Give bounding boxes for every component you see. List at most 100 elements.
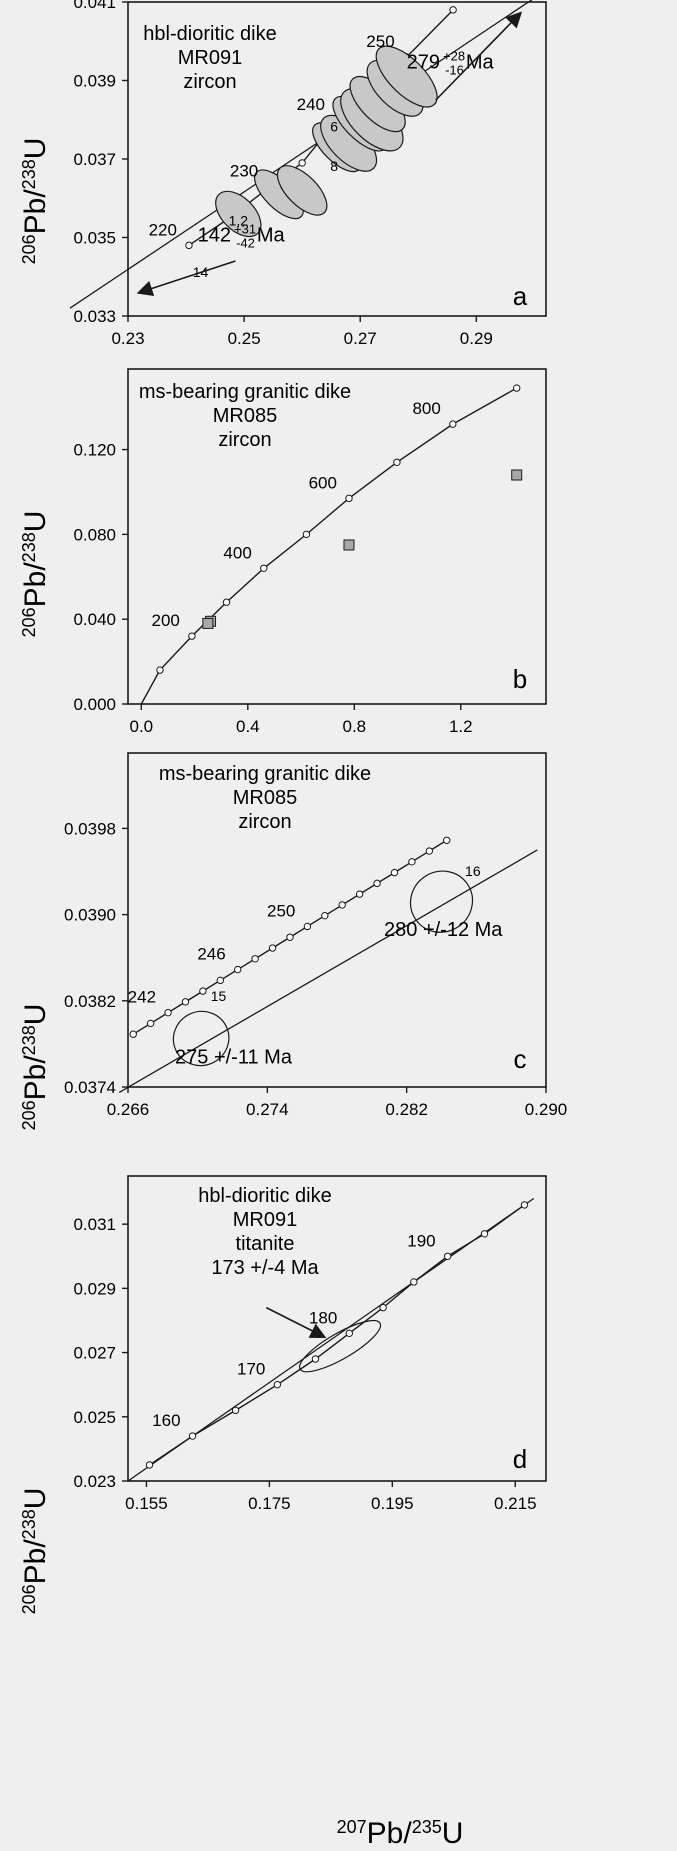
error-ellipse <box>215 190 262 238</box>
panel-b: 0.0 0.4 0.8 1.2 0.000 0.040 0.080 0.120 200 400 60… <box>73 368 547 736</box>
concordia-point <box>216 976 225 985</box>
concordia-point <box>302 530 311 539</box>
y-axis-title-c: 206Pb/238U <box>19 1004 52 1131</box>
concordia-point <box>199 987 207 995</box>
error-ellipse <box>172 1010 230 1067</box>
y-tick-label: 0.035 <box>73 229 116 248</box>
concordia-age-label: 246 <box>197 945 225 964</box>
concordia-point <box>321 911 329 920</box>
panel-letter: a <box>513 281 528 311</box>
concordia-point <box>231 1406 240 1415</box>
concordia-point <box>145 1461 154 1469</box>
panel-a: 0.23 0.25 0.27 0.29 0.033 0.035 0.037 0.039 0.04… <box>69 0 547 348</box>
y-axis-title-b: 206Pb/238U <box>19 511 52 638</box>
concordia-point <box>164 1008 172 1017</box>
x-tick-label: 0.27 <box>344 329 377 348</box>
y-tick-label: 0.029 <box>73 1279 116 1298</box>
x-tick-label: 1.2 <box>449 717 473 736</box>
concordia-point <box>268 944 277 952</box>
discordia-line <box>118 849 538 1093</box>
panel-title-line: MR091 <box>233 1209 297 1231</box>
arrow <box>265 1306 327 1338</box>
y-tick-label: 0.120 <box>73 441 116 460</box>
concordia-point <box>449 6 457 14</box>
concordia-point <box>181 998 190 1006</box>
concordia-age-label: 170 <box>237 1360 265 1379</box>
x-tick-label: 0.8 <box>342 717 366 736</box>
concordia-point <box>425 847 434 855</box>
analysis-label: 8 <box>330 158 338 174</box>
y-tick-label: 0.0398 <box>64 819 116 838</box>
analysis-label: 15 <box>211 988 227 1004</box>
concordia-point <box>251 955 259 963</box>
age-label: 142 +31 -42 Ma <box>198 221 286 250</box>
age-label: 275 +/-11 Ma <box>175 1046 293 1068</box>
age-label: 280 +/-12 Ma <box>384 919 503 941</box>
error-ellipse <box>375 45 438 108</box>
panel-letter: c <box>514 1044 527 1074</box>
y-tick-label: 0.033 <box>73 307 116 326</box>
y-tick-label: 0.025 <box>73 1408 116 1427</box>
y-tick-label: 0.040 <box>73 610 116 629</box>
age-label: 279 +28 -16 Ma <box>407 49 495 78</box>
panel-title-line: titanite <box>236 1233 295 1255</box>
concordia-point <box>234 965 242 974</box>
concordia-age-label: 242 <box>128 988 156 1007</box>
x-tick-label: 0.155 <box>125 1494 168 1513</box>
concordia-point <box>260 564 268 573</box>
concordia-point <box>520 1201 529 1209</box>
y-tick-label: 0.080 <box>73 525 116 544</box>
concordia-age-label: 160 <box>152 1411 180 1430</box>
concordia-age-label: 600 <box>309 473 337 492</box>
concordia-point <box>393 458 401 466</box>
concordia-age-label: 800 <box>412 399 440 418</box>
plot-frame <box>127 368 547 705</box>
y-tick-label: 0.037 <box>73 150 116 169</box>
error-ellipse <box>276 165 328 216</box>
plot-frame <box>127 1175 547 1482</box>
panel-d: 0.155 0.175 0.195 0.215 0.023 0.025 0.027 0.029… <box>73 1175 547 1513</box>
y-axis-title-a: 206Pb/238U <box>19 138 52 265</box>
concordia-age-label: 240 <box>297 95 325 114</box>
x-tick-label: 0.25 <box>228 329 261 348</box>
panel-title-line: MR091 <box>178 47 242 69</box>
y-tick-label: 0.0382 <box>64 992 116 1011</box>
x-tick-label: 0.195 <box>371 1494 414 1513</box>
y-tick-label: 0.039 <box>73 72 116 91</box>
concordia-point <box>379 1303 387 1312</box>
panel-title-line: MR085 <box>213 405 277 427</box>
analysis-square <box>511 469 523 481</box>
analysis-square <box>343 539 355 551</box>
y-tick-label: 0.027 <box>73 1344 116 1363</box>
analysis-label: 6 <box>330 119 338 135</box>
concordia-age-label: 180 <box>309 1308 337 1327</box>
arrow <box>136 260 236 297</box>
concordia-point <box>188 1432 197 1440</box>
concordia-point <box>443 836 451 844</box>
concordia-point <box>286 933 294 941</box>
concordia-point <box>345 1329 353 1338</box>
concordia-point <box>185 241 193 250</box>
concordia-point <box>338 901 346 909</box>
concordia-curve <box>140 387 518 705</box>
concordia-age-label: 200 <box>152 611 180 630</box>
x-tick-label: 0.266 <box>107 1100 150 1119</box>
concordia-point <box>390 868 399 877</box>
x-axis-title: 207Pb/235U <box>337 1817 464 1850</box>
x-tick-label: 0.215 <box>494 1494 537 1513</box>
panel-title-line: hbl-dioritic dike <box>198 1185 331 1207</box>
x-tick-label: 0.4 <box>236 717 260 736</box>
analysis-square <box>202 617 214 629</box>
concordia-point <box>222 598 231 606</box>
concordia-point <box>480 1230 489 1238</box>
concordia-age-label: 220 <box>149 220 177 239</box>
concordia-point <box>146 1019 155 1028</box>
concordia-age-label: 250 <box>267 901 295 920</box>
x-tick-label: 0.290 <box>525 1100 568 1119</box>
concordia-age-label: 190 <box>407 1231 435 1250</box>
concordia-point <box>408 858 416 866</box>
panel-title-line: zircon <box>238 811 291 833</box>
concordia-point <box>311 1355 320 1363</box>
y-tick-label: 0.023 <box>73 1472 116 1491</box>
